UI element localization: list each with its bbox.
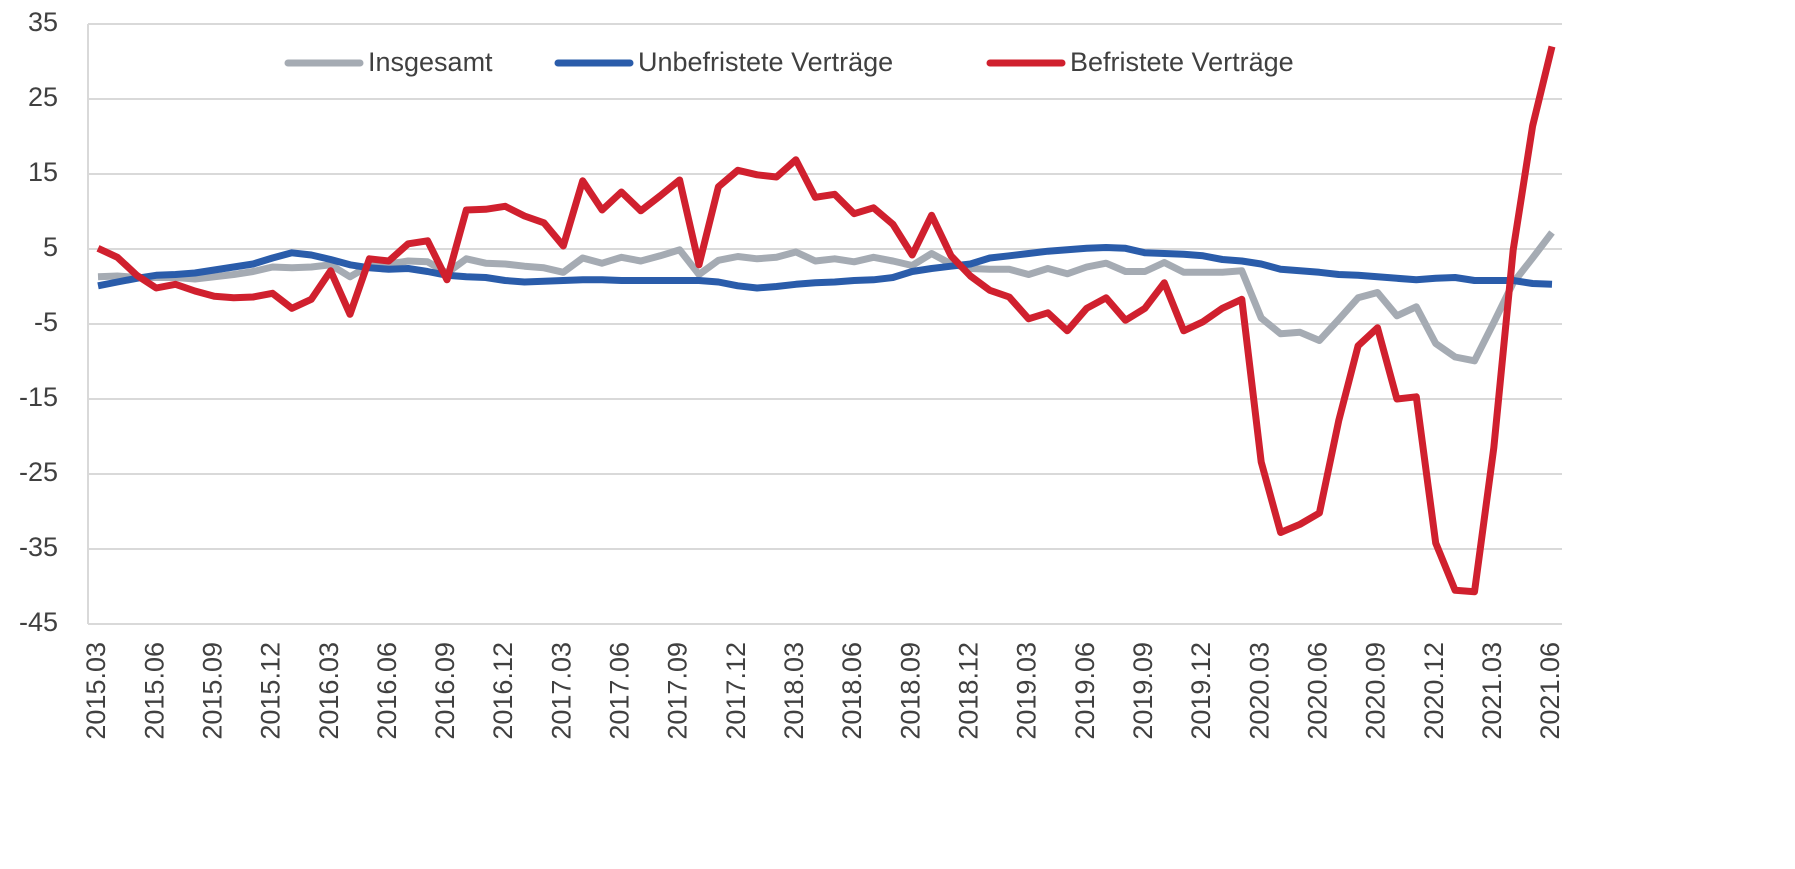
y-tick-label: 35 [28,7,58,37]
legend-label: Unbefristete Verträge [638,47,893,77]
y-tick-label: 25 [28,82,58,112]
x-tick-label: 2020.09 [1361,642,1391,740]
x-tick-label: 2016.12 [488,642,518,740]
line-series [97,230,1555,365]
y-tick-label: 15 [28,157,58,187]
y-tick-label: -25 [19,457,58,487]
x-tick-label: 2020.12 [1419,642,1449,740]
y-tick-label: -45 [19,607,58,637]
y-tick-label: 5 [43,232,58,262]
line-series [97,244,1553,292]
legend-label: Insgesamt [368,47,493,77]
x-tick-label: 2018.03 [779,642,809,740]
x-tick-label: 2016.03 [314,642,344,740]
x-tick-label: 2020.03 [1244,642,1274,740]
y-tick-label: -5 [34,307,58,337]
x-tick-label: 2019.06 [1070,642,1100,740]
x-tick-label: 2018.06 [837,642,867,740]
x-tick-label: 2017.06 [605,642,635,740]
x-tick-label: 2016.06 [372,642,402,740]
x-tick-label: 2020.06 [1302,642,1332,740]
x-tick-label: 2019.12 [1186,642,1216,740]
line-series [96,45,1556,596]
x-tick-label: 2018.09 [895,642,925,740]
legend-label: Befristete Verträge [1070,47,1294,77]
x-tick-label: 2015.06 [139,642,169,740]
x-tick-label: 2017.03 [546,642,576,740]
x-tick-label: 2018.12 [954,642,984,740]
x-tick-label: 2017.09 [663,642,693,740]
x-tick-label: 2016.09 [430,642,460,740]
y-tick-label: -35 [19,532,58,562]
x-tick-label: 2021.06 [1535,642,1565,740]
x-tick-label: 2015.12 [256,642,286,740]
x-tick-label: 2019.03 [1012,642,1042,740]
x-tick-label: 2021.03 [1477,642,1507,740]
x-tick-label: 2017.12 [721,642,751,740]
x-tick-label: 2019.09 [1128,642,1158,740]
y-tick-label: -15 [19,382,58,412]
x-tick-label: 2015.03 [81,642,111,740]
x-tick-label: 2015.09 [197,642,227,740]
